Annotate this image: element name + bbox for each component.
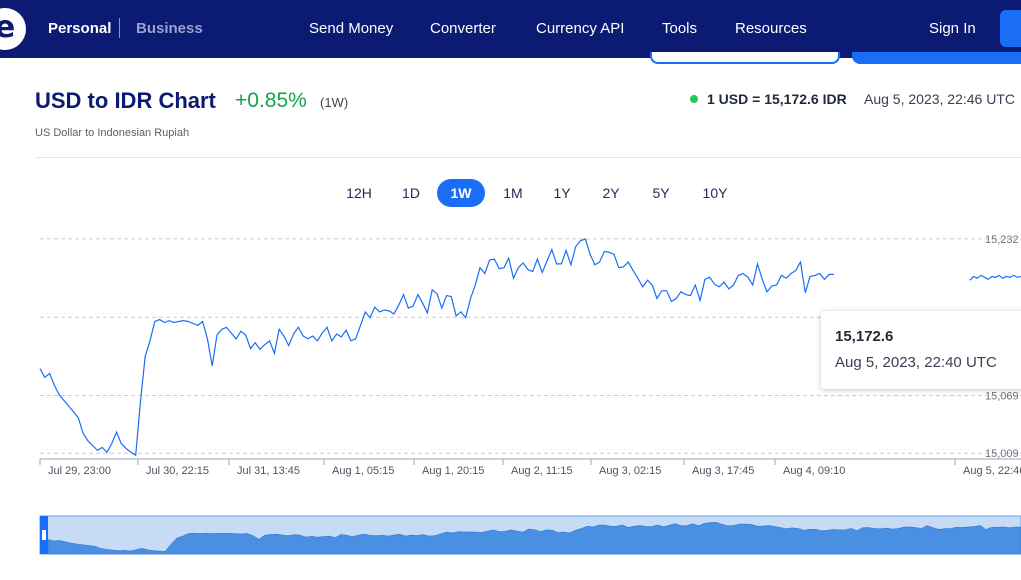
rate-timestamp: Aug 5, 2023, 22:46 UTC [864, 91, 1015, 107]
nav-converter[interactable]: Converter [430, 20, 496, 37]
navigator-area [47, 521, 1021, 555]
series-line-tail [969, 274, 1021, 281]
x-tick-label: Aug 3, 02:15 [599, 465, 661, 477]
x-tick-label: Aug 1, 20:15 [422, 465, 484, 477]
y-tick-label: 15,232 [985, 234, 1019, 246]
x-tick-label: Jul 30, 22:15 [146, 465, 209, 477]
nav-currency-api[interactable]: Currency API [536, 20, 625, 37]
navigator-handle-grip [42, 530, 46, 540]
nav-personal[interactable]: Personal [48, 20, 112, 37]
brand-logo[interactable]: e [0, 8, 26, 50]
nav-business[interactable]: Business [136, 20, 203, 37]
change-period: (1W) [320, 95, 349, 110]
series-line [39, 238, 834, 457]
sign-in-link[interactable]: Sign In [929, 20, 976, 37]
range-tab-1w[interactable]: 1W [437, 179, 485, 207]
nav-divider [119, 18, 120, 38]
range-tab-2y[interactable]: 2Y [602, 185, 620, 201]
y-tick-label: 15,069 [985, 391, 1019, 403]
x-tick-label: Aug 5, 22:46 [963, 465, 1021, 477]
logo-letter: e [0, 10, 16, 45]
nav-resources[interactable]: Resources [735, 20, 807, 37]
x-tick-label: Jul 31, 13:45 [237, 465, 300, 477]
rate-chart[interactable]: 15,232 15,069 15,009 Jul 29, 23:00 Jul 30, 2… [0, 225, 1021, 580]
pair-subtitle: US Dollar to Indonesian Rupiah [35, 127, 190, 139]
range-tab-12h[interactable]: 12H [346, 185, 372, 201]
range-tab-1d[interactable]: 1D [402, 185, 420, 201]
tooltip-time: Aug 5, 2023, 22:40 UTC [835, 354, 997, 371]
range-tab-5y[interactable]: 5Y [652, 185, 670, 201]
top-navbar: e Personal Business Send Money Converter… [0, 0, 1021, 58]
live-status-dot [690, 95, 698, 103]
outline-button-edge[interactable] [650, 52, 840, 64]
y-tick-label: 15,009 [985, 448, 1019, 460]
header-divider [35, 157, 1021, 158]
register-button[interactable] [1000, 10, 1021, 47]
range-tab-10y[interactable]: 10Y [702, 185, 728, 201]
range-tab-1y[interactable]: 1Y [553, 185, 571, 201]
x-tick-label: Aug 3, 17:45 [692, 465, 754, 477]
filled-button-edge[interactable] [852, 52, 1021, 64]
nav-send-money[interactable]: Send Money [309, 20, 394, 37]
tooltip-value: 15,172.6 [835, 328, 894, 345]
nav-tools[interactable]: Tools [662, 20, 698, 37]
page-title: USD to IDR Chart [35, 88, 216, 113]
x-tick-label: Aug 1, 05:15 [332, 465, 394, 477]
x-tick-label: Aug 2, 11:15 [511, 465, 573, 477]
current-rate: 1 USD = 15,172.6 IDR [707, 91, 847, 107]
change-percent: +0.85% [235, 89, 307, 112]
range-tab-1m[interactable]: 1M [503, 185, 523, 201]
x-tick-label: Jul 29, 23:00 [48, 465, 111, 477]
chart-tooltip: 15,172.6 Aug 5, 2023, 22:40 UTC [821, 311, 1021, 389]
x-tick-label: Aug 4, 09:10 [783, 465, 845, 477]
